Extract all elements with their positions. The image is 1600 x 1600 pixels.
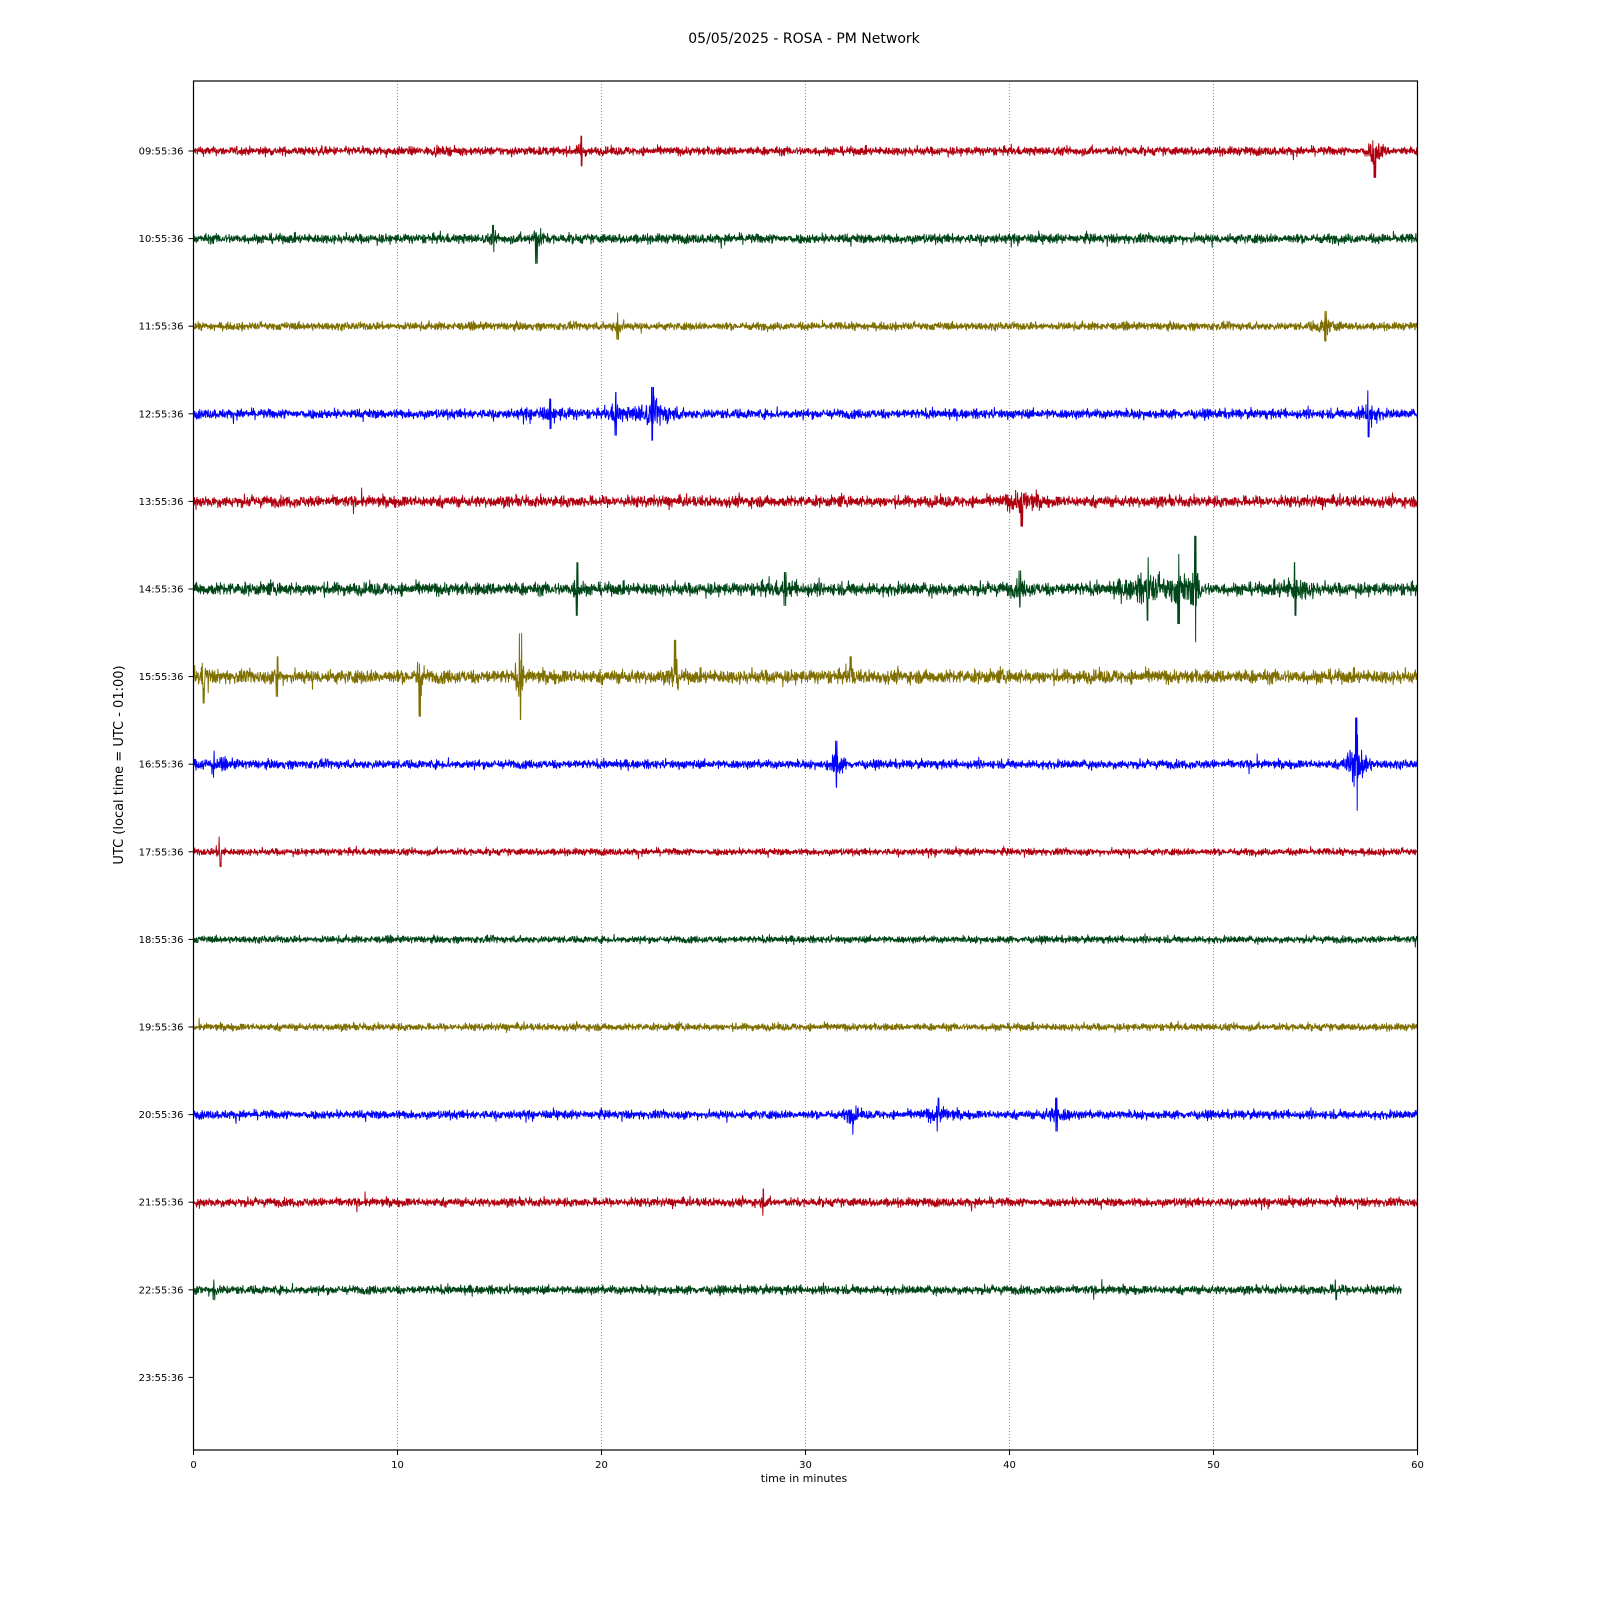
y-tick-label-6: 15:55:36: [139, 672, 184, 683]
trace-15-55-36: [193, 632, 1418, 720]
chart-title: 05/05/2025 - ROSA - PM Network: [688, 31, 920, 47]
y-tick-label-13: 22:55:36: [139, 1285, 184, 1296]
x-tick-label-3: 30: [799, 1460, 812, 1471]
trace-11-55-36: [193, 310, 1418, 342]
y-tick-label-8: 17:55:36: [139, 847, 184, 858]
y-tick-label-4: 13:55:36: [139, 497, 184, 508]
trace-19-55-36: [193, 1017, 1418, 1033]
y-tick-label-10: 19:55:36: [139, 1023, 184, 1034]
x-tick-label-1: 10: [391, 1460, 404, 1471]
x-tick-label-6: 60: [1411, 1460, 1424, 1471]
trace-09-55-36: [193, 135, 1418, 178]
trace-17-55-36: [193, 836, 1418, 868]
y-tick-label-14: 23:55:36: [139, 1373, 184, 1384]
trace-18-55-36: [193, 933, 1418, 948]
y-tick-label-5: 14:55:36: [139, 585, 184, 596]
trace-21-55-36: [193, 1188, 1418, 1216]
trace-14-55-36: [193, 535, 1418, 643]
y-tick-label-9: 18:55:36: [139, 935, 184, 946]
y-tick-label-11: 20:55:36: [139, 1110, 184, 1121]
trace-layer: [193, 135, 1418, 1301]
trace-13-55-36: [193, 487, 1418, 527]
y-tick-label-12: 21:55:36: [139, 1198, 184, 1209]
x-tick-label-0: 0: [190, 1460, 196, 1471]
x-axis: 0 10 20 30 40 50 60: [190, 1450, 1424, 1471]
x-tick-label-4: 40: [1003, 1460, 1016, 1471]
x-tick-label-5: 50: [1207, 1460, 1220, 1471]
trace-10-55-36: [193, 224, 1418, 264]
y-tick-label-7: 16:55:36: [139, 760, 184, 771]
trace-12-55-36: [193, 386, 1418, 441]
trace-20-55-36: [193, 1097, 1418, 1135]
trace-22-55-36: [193, 1278, 1402, 1301]
y-tick-label-1: 10:55:36: [139, 234, 184, 245]
y-axis: 09:55:36 10:55:36 11:55:36 12:55:36 13:55:36…: [139, 147, 194, 1384]
x-axis-label: time in minutes: [761, 1472, 848, 1485]
y-axis-label: UTC (local time = UTC - 01:00): [112, 665, 127, 864]
trace-16-55-36: [193, 717, 1418, 811]
x-tick-label-2: 20: [595, 1460, 608, 1471]
y-tick-label-2: 11:55:36: [139, 322, 184, 333]
y-tick-label-0: 09:55:36: [139, 147, 184, 158]
y-tick-label-3: 12:55:36: [139, 409, 184, 420]
